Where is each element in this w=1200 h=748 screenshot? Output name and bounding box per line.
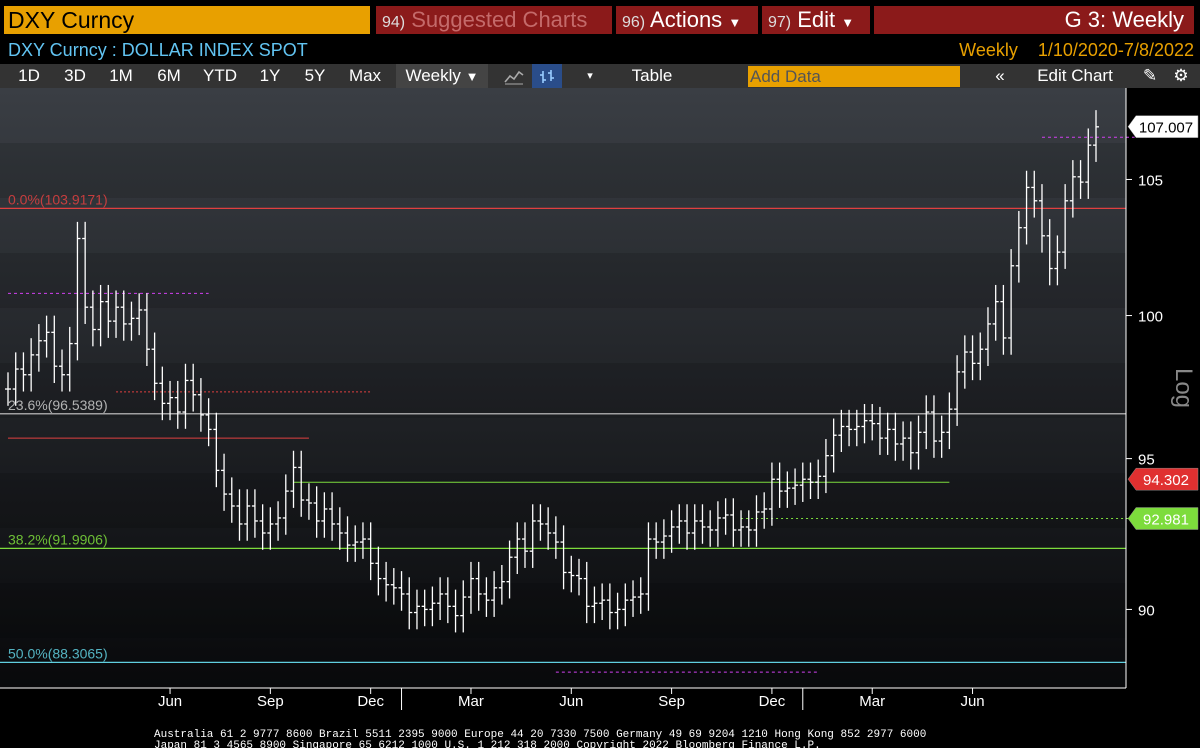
y-tick-label: 100 (1138, 309, 1163, 326)
suggested-charts-number: 94) (382, 14, 406, 31)
suggested-charts-button[interactable]: 94) Suggested Charts (376, 6, 612, 34)
range-ytd-button[interactable]: YTD (203, 66, 237, 85)
price-flag-label: 107.007 (1139, 120, 1193, 137)
period-label: Weekly (405, 66, 461, 85)
x-tick-label: Jun (960, 693, 984, 710)
plot-band (0, 583, 1126, 638)
suggested-charts-label: Suggested Charts (411, 7, 588, 32)
price-flag-label: 92.981 (1143, 512, 1189, 529)
fib-level-label: 50.0%(88.3065) (8, 645, 108, 661)
fib-labels: 0.0%(103.9171) 23.6%(96.5389) 38.2%(91.990… (8, 191, 108, 661)
x-tick-label: Jun (158, 693, 182, 710)
collapse-arrows-icon[interactable]: « (995, 66, 1005, 85)
x-axis: JunSepDecMarJunSepDecMarJun202020212022 (158, 688, 985, 710)
fib-level-label: 38.2%(91.9906) (8, 531, 108, 547)
toolbar (0, 64, 1200, 88)
date-range-label: 1/10/2020-7/8/2022 (1037, 40, 1194, 60)
chevron-down-icon: ▼ (728, 15, 742, 30)
y-axis-scale-label: Log (1170, 368, 1197, 408)
plot-band (0, 363, 1126, 418)
range-5y-button[interactable]: 5Y (304, 66, 326, 85)
plot-band (0, 143, 1126, 198)
y-tick-label: 90 (1138, 602, 1155, 619)
range-1y-button[interactable]: 1Y (259, 66, 281, 85)
fib-level-label: 0.0%(103.9171) (8, 191, 108, 207)
y-tick-label: 105 (1138, 172, 1163, 189)
range-1m-button[interactable]: 1M (109, 66, 133, 85)
price-chart[interactable]: 0.0%(103.9171) 23.6%(96.5389) 38.2%(91.990… (0, 88, 1200, 710)
plot-band (0, 473, 1126, 528)
actions-number: 96) (622, 14, 646, 31)
actions-label: Actions (650, 7, 723, 32)
price-flags: 107.007 94.302 92.981 (1127, 115, 1199, 530)
triangle-down-icon: ▼ (465, 69, 479, 84)
chevron-down-icon: ▼ (841, 15, 855, 30)
edit-chart-button[interactable]: Edit Chart (1016, 64, 1134, 88)
edit-number: 97) (768, 14, 792, 31)
range-3d-button[interactable]: 3D (64, 66, 86, 85)
range-6m-button[interactable]: 6M (157, 66, 181, 85)
range-max-button[interactable]: Max (348, 66, 382, 85)
ohlc-bars (5, 110, 1099, 633)
frequency-label: Weekly (959, 40, 1018, 60)
x-tick-label: Mar (458, 693, 484, 710)
range-1d-button[interactable]: 1D (18, 66, 40, 85)
bar-chart-icon[interactable] (532, 64, 562, 88)
y-axis: 90 95 100 105 (1126, 172, 1163, 619)
x-tick-label: Sep (658, 693, 685, 710)
gear-icon[interactable]: ⚙ (1173, 66, 1189, 85)
price-flag-label: 94.302 (1143, 472, 1189, 489)
edit-menu-button[interactable]: 97) Edit ▼ (762, 6, 870, 34)
plot-band (0, 253, 1126, 308)
footer-contacts: Australia 61 2 9777 8600 Brazil 5511 239… (154, 729, 927, 741)
footer-copyright: Japan 81 3 4565 8900 Singapore 65 6212 1… (154, 740, 821, 748)
y-tick-label: 95 (1138, 452, 1155, 469)
price-flag (1127, 467, 1199, 491)
chart-name: G 3: Weekly (874, 6, 1194, 34)
price-flag (1127, 115, 1199, 138)
ticker-input[interactable]: DXY Curncy (4, 6, 370, 34)
table-button[interactable]: Table (631, 66, 673, 85)
x-tick-label: Mar (859, 693, 885, 710)
security-description: DXY Curncy : DOLLAR INDEX SPOT (8, 40, 308, 60)
x-tick-label: Sep (257, 693, 284, 710)
edit-label: Edit (797, 7, 836, 32)
footer: Australia 61 2 9777 8600 Brazil 5511 239… (0, 710, 1200, 748)
actions-menu-button[interactable]: 96) Actions ▼ (616, 6, 758, 34)
pencil-icon[interactable]: ✎ (1142, 66, 1158, 85)
add-data-input[interactable]: Add Data (748, 66, 960, 87)
period-select[interactable]: Weekly ▼ (396, 64, 488, 88)
fib-level-label: 23.6%(96.5389) (8, 397, 108, 413)
x-tick-label: Jun (559, 693, 583, 710)
x-tick-label: Dec (357, 693, 384, 710)
price-flag (1127, 507, 1199, 530)
x-tick-label: Dec (759, 693, 786, 710)
chart-type-dropdown-icon[interactable]: ▾ (587, 70, 593, 82)
line-chart-icon[interactable] (500, 64, 528, 88)
edit-chart-label: Edit Chart (1037, 66, 1113, 85)
date-range-display: Weekly 1/10/2020-7/8/2022 (959, 40, 1194, 61)
